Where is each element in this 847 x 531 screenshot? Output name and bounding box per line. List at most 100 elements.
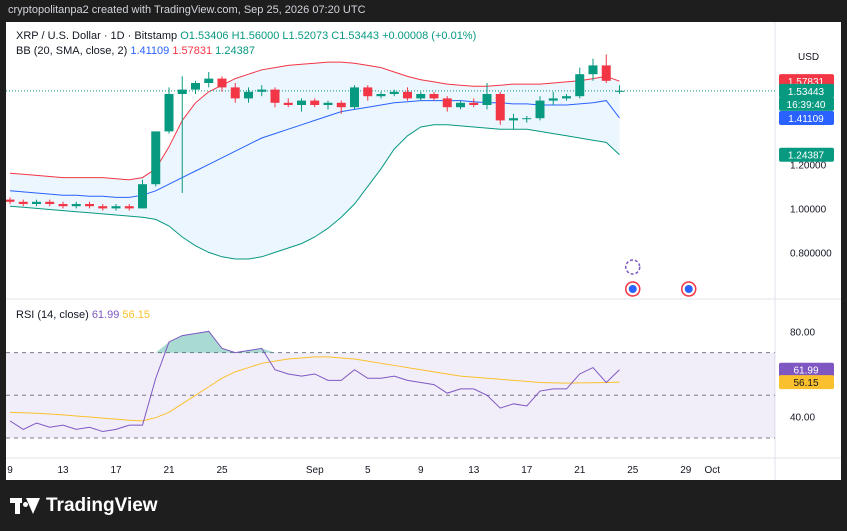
candle-body	[270, 89, 280, 103]
candle-body	[32, 201, 41, 204]
candle-body	[151, 131, 161, 185]
bb-basis-line	[9, 100, 620, 198]
candle-body	[111, 206, 121, 209]
price-badge-label: 1.24387	[788, 151, 825, 162]
rsi-ma-line	[9, 356, 620, 422]
bb-upper-line	[9, 61, 620, 181]
rsi-badge-label: 61.99	[793, 366, 818, 377]
bb-legend: BB (20, SMA, close, 2) 1.41109 1.57831 1…	[16, 45, 255, 57]
candle-body	[456, 102, 465, 108]
ohlc-values: O1.53406 H1.56000 L1.52073 C1.53443 +0.0…	[180, 30, 477, 42]
candle-body	[164, 94, 174, 132]
time-tick-label: Sep	[306, 465, 324, 476]
price-tick-label: 1.00000	[790, 204, 827, 215]
bb-label: BB (20, SMA, close, 2)	[16, 45, 128, 57]
dividend-icon	[625, 259, 641, 275]
currency-label[interactable]: USD	[798, 52, 820, 63]
time-tick-label: 9	[418, 465, 424, 476]
candle-body	[18, 201, 28, 204]
time-tick-label: 9	[7, 465, 13, 476]
tradingview-footer: TradingView	[10, 495, 158, 517]
time-tick-label: 29	[680, 465, 692, 476]
candle-body	[601, 65, 611, 81]
bb-lower-line	[9, 124, 620, 260]
candle-body	[230, 87, 240, 99]
candle-body	[85, 204, 94, 207]
rsi-tick-label: 40.00	[790, 413, 815, 424]
candle-body	[45, 201, 55, 204]
event-dot	[684, 285, 693, 293]
rsi-line	[9, 330, 620, 433]
price-badge-label: 1.57831	[788, 77, 825, 88]
brand-name: TradingView	[46, 495, 158, 516]
candle-body	[257, 89, 267, 92]
rsi-tick-label: 80.00	[790, 327, 815, 338]
tradingview-logo-icon	[10, 498, 40, 514]
candle-body	[509, 118, 518, 121]
candle-body	[548, 98, 558, 101]
time-tick-label: 13	[468, 465, 480, 476]
price-badge	[779, 110, 834, 125]
candle-body	[522, 118, 532, 120]
rsi-label: RSI (14, close)	[16, 309, 89, 321]
time-tick-label: 21	[574, 465, 586, 476]
candle-body	[588, 65, 598, 75]
chart-attribution: cryptopolitanpa2 created with TradingVie…	[8, 4, 366, 16]
price-badge-label: 1.53443	[788, 87, 825, 98]
candle-body	[469, 102, 479, 105]
symbol-name: XRP / U.S. Dollar · 1D · Bitstamp	[16, 30, 178, 42]
candle-body	[495, 94, 505, 121]
rsi-ma-value: 56.15	[122, 309, 150, 321]
time-tick-label: Oct	[704, 465, 720, 476]
us-event-icon	[625, 281, 641, 297]
rsi-badge	[779, 375, 834, 390]
rsi-overbought-fill	[155, 331, 275, 353]
candle-body	[177, 89, 187, 94]
time-tick-label: 21	[163, 465, 175, 476]
candle-body	[482, 94, 492, 105]
time-tick-label: 25	[627, 465, 639, 476]
event-dot	[628, 285, 637, 293]
candle-body	[283, 102, 293, 105]
bb-upper-value: 1.57831	[172, 45, 213, 57]
candle-body	[71, 204, 81, 207]
candle-body	[442, 98, 452, 108]
candle-body	[403, 91, 412, 99]
candle-body	[138, 184, 147, 209]
rsi-badge	[779, 362, 834, 377]
candle-body	[535, 100, 545, 119]
candle-body	[191, 83, 200, 90]
candle-body	[615, 90, 624, 92]
chart-frame[interactable]: 1.20000 1.00000 0.800000 80.00 40.00 9 13 17 21 2…	[0, 22, 847, 480]
candle-body	[575, 74, 585, 97]
price-chart[interactable]: 1.20000 1.00000 0.800000 80.00 40.00 9 13 17 21 2…	[6, 22, 841, 480]
candle-body	[416, 94, 426, 99]
candle-body	[310, 100, 320, 105]
candle-body	[204, 78, 214, 83]
price-tick-label: 1.20000	[790, 160, 827, 171]
candle-body	[124, 206, 134, 209]
candle-body	[336, 102, 346, 108]
candle-body	[350, 87, 359, 108]
rsi-legend: RSI (14, close) 61.99 56.15	[16, 309, 150, 321]
candle-body	[98, 206, 108, 209]
candle-body	[376, 94, 386, 97]
price-badge	[779, 96, 834, 111]
us-event-icon	[681, 281, 697, 297]
candle-body	[363, 87, 373, 97]
time-tick-label: 5	[365, 465, 371, 476]
time-tick-label: 17	[110, 465, 122, 476]
candle-body	[244, 91, 253, 99]
rsi-value: 61.99	[91, 309, 120, 321]
candle-body	[562, 96, 571, 99]
candle-body	[429, 94, 439, 99]
candle-body	[217, 78, 227, 88]
price-badge-label: 1.41109	[788, 114, 824, 125]
time-tick-label: 17	[521, 465, 533, 476]
time-tick-label: 13	[57, 465, 69, 476]
candle-body	[58, 204, 68, 207]
time-tick-label: 25	[216, 465, 228, 476]
candle-body	[389, 91, 399, 94]
price-badge	[779, 147, 834, 162]
bb-fill-area	[10, 62, 620, 259]
